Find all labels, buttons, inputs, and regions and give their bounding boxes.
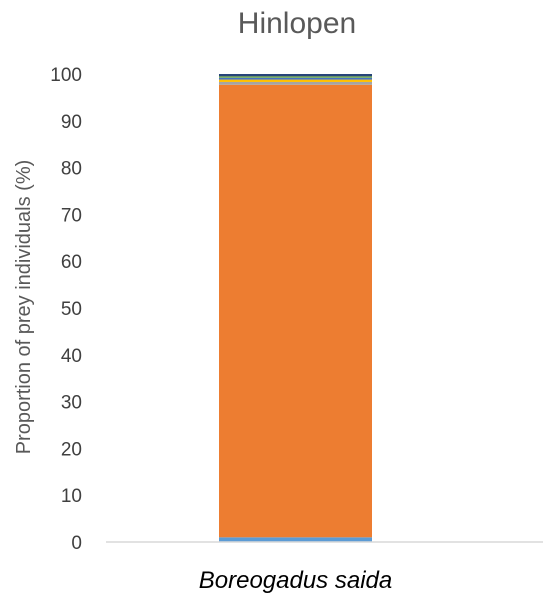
bar-segment-3 xyxy=(219,79,372,82)
bar-segment-0 xyxy=(219,537,372,542)
bar-segment-2 xyxy=(219,81,372,85)
y-tick-label: 40 xyxy=(61,346,82,367)
bar-segment-1 xyxy=(219,84,372,538)
x-category-label: Boreogadus saida xyxy=(199,567,392,594)
x-axis-categories: Boreogadus saida xyxy=(199,567,392,594)
y-tick-label: 70 xyxy=(61,205,82,226)
y-tick-label: 20 xyxy=(61,439,82,460)
bar-segment-4 xyxy=(219,77,372,80)
y-tick-label: 90 xyxy=(61,112,82,133)
y-tick-label: 10 xyxy=(61,486,82,507)
bar-segments xyxy=(219,74,372,542)
y-tick-label: 30 xyxy=(61,393,82,414)
y-tick-label: 100 xyxy=(50,65,82,86)
bar-segment-6 xyxy=(219,74,372,77)
y-tick-label: 50 xyxy=(61,299,82,320)
y-tick-label: 0 xyxy=(71,533,82,554)
y-tick-label: 60 xyxy=(61,252,82,273)
y-axis-label: Proportion of prey individuals (%) xyxy=(13,160,35,455)
bar-segment-5 xyxy=(219,76,372,78)
chart-title: Hinlopen xyxy=(238,7,356,40)
y-tick-label: 80 xyxy=(61,159,82,180)
y-axis-ticks: 0 10 20 30 40 50 60 70 80 90 100 xyxy=(50,65,82,554)
